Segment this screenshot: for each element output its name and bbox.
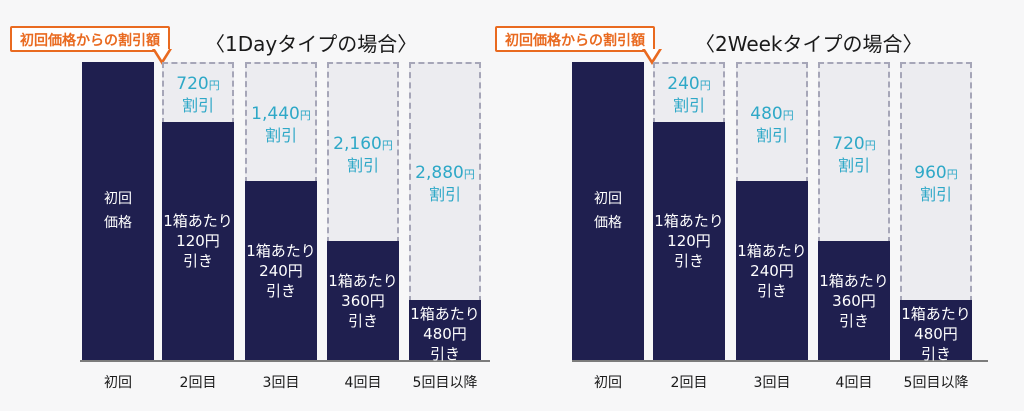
bar-price-after-discount: 1箱あたり 120円 引き [162,122,234,360]
discount-label: 720円割引 [164,74,232,116]
bar-price-after-discount: 1箱あたり 120円 引き [653,122,725,360]
discount-suffix: 割引 [837,155,870,175]
discount-unit: 円 [699,79,711,92]
discount-unit: 円 [208,79,220,92]
bar-discount-area: 2,160円 割引 [327,62,399,243]
bar-price-after-discount: 1箱あたり 480円 引き [409,300,481,363]
x-tick-label: 5回目以降 [903,375,969,391]
bar-discount-area: 720円割引 [818,62,890,243]
x-tick-label: 4回目 [835,375,873,391]
discount-label: 2,160円 割引 [329,134,397,176]
bar-discount-area: 1,440円 割引 [245,62,317,183]
discount-suffix: 割引 [672,96,705,115]
bar-label: 1箱あたり 360円 引き [328,271,398,330]
bar-label: 1箱あたり 360円 引き [819,271,889,330]
bar-price-after-discount: 1箱あたり 480円 引き [900,300,972,363]
discount-amount: 720 [832,133,865,154]
bar-label: 1箱あたり 240円 引き [737,241,807,300]
bar-price-after-discount: 1箱あたり 360円 引き [327,241,399,360]
bar-discount-area: 960円割引 [900,62,972,302]
callout-pointer [642,49,662,65]
discount-label: 1,440円 割引 [247,104,315,146]
bar-label: 1箱あたり 240円 引き [246,241,316,300]
discount-unit: 円 [946,168,958,181]
x-tick-label: 初回 [594,375,622,391]
discount-amount: 2,880 [415,163,464,183]
bar-discount-area: 720円割引 [162,62,234,124]
discount-amount: 480 [750,103,783,124]
bar-initial-price: 初回 価格 [572,62,644,360]
x-tick-label: 2回目 [179,375,217,391]
bar-label: 1箱あたり 120円 引き [654,212,724,270]
discount-unit: 円 [299,108,311,122]
discount-amount: 720 [176,74,209,94]
bar-discount-area: 2,880円 割引 [409,62,481,302]
x-tick-label: 4回目 [344,375,382,391]
bar-label: 初回 価格 [104,191,132,231]
bar-discount-area: 480円割引 [736,62,808,183]
bar-label: 初回 価格 [594,191,622,231]
x-tick-label: 初回 [104,375,132,391]
bar-label: 1箱あたり 480円 引き [901,305,971,363]
discount-unit: 円 [381,138,393,152]
bar-initial-price: 初回 価格 [82,62,154,360]
discount-label: 240円割引 [655,74,723,116]
x-tick-label: 3回目 [262,375,300,391]
discount-amount: 240 [667,74,700,94]
panel-title: 〈2Weekタイプの場合〉 [695,32,923,56]
discount-amount: 2,160 [333,133,382,154]
discount-unit: 円 [864,138,876,152]
bar-price-after-discount: 1箱あたり 240円 引き [245,181,317,360]
discount-suffix: 割引 [428,185,461,204]
callout-pointer [152,49,172,65]
discount-callout: 初回価格からの割引額 [10,26,170,52]
panel-2week: 〈2Weekタイプの場合〉 初回価格からの割引額 初回 価格 240円 割引 1箱あた… [495,0,1024,411]
discount-unit: 円 [463,168,475,181]
x-tick-label: 3回目 [753,375,791,391]
baseline [80,360,490,362]
discount-callout: 初回価格からの割引額 [495,26,655,52]
bar-discount-area: 240円割引 [653,62,725,124]
bar-price-after-discount: 1箱あたり 360円 引き [818,241,890,360]
discount-label: 480円割引 [738,104,806,146]
discount-suffix: 割引 [346,155,379,175]
panel-title: 〈1Dayタイプの場合〉 [205,32,418,56]
discount-label: 720円割引 [820,134,888,176]
bar-label: 1箱あたり 120円 引き [163,212,233,270]
discount-unit: 円 [782,108,794,122]
panel-1day: 〈1Dayタイプの場合〉 初回価格からの割引額 初回 価格 720円 割引 1箱あたり… [10,26,490,391]
baseline [572,360,988,362]
x-tick-label: 5回目以降 [412,375,478,391]
bar-label: 1箱あたり 480円 引き [410,305,480,363]
discount-suffix: 割引 [181,96,214,115]
discount-suffix: 割引 [919,185,952,204]
discount-amount: 960 [914,163,947,183]
discount-suffix: 割引 [755,125,788,145]
discount-label: 960円割引 [902,163,970,205]
bar-price-after-discount: 1箱あたり 240円 引き [736,181,808,360]
discount-amount: 1,440 [251,103,300,124]
discount-suffix: 割引 [264,125,297,145]
x-tick-label: 2回目 [670,375,708,391]
discount-label: 2,880円 割引 [411,163,479,205]
